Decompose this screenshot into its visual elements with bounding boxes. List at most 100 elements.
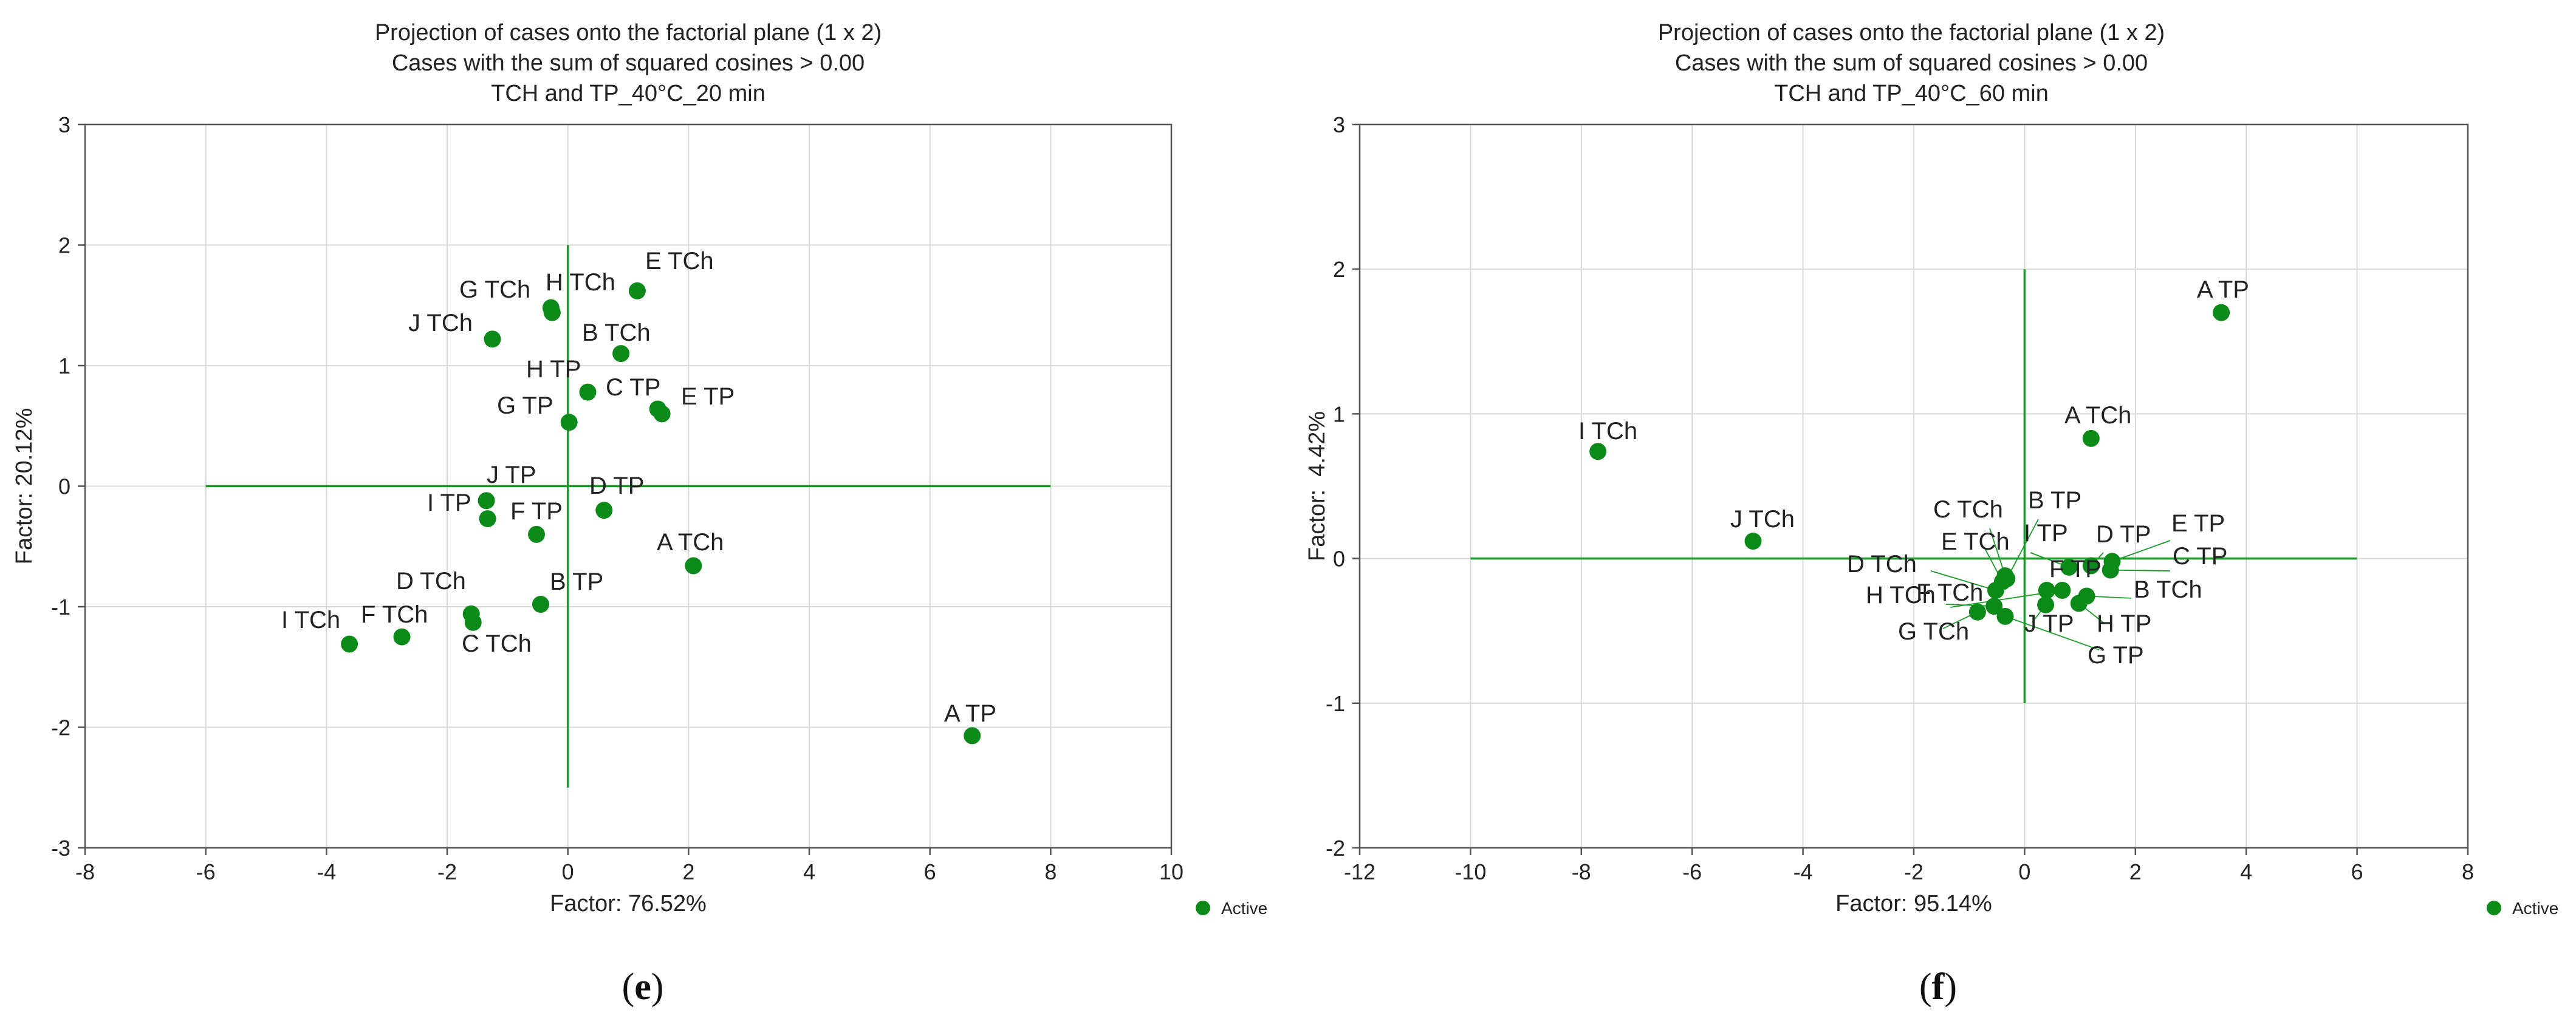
- data-point: [479, 510, 496, 528]
- chart-panel-e: Projection of cases onto the factorial p…: [12, 20, 1267, 1008]
- label-leader-line: [2005, 616, 2100, 650]
- point-label: B TCh: [2134, 576, 2202, 603]
- point-label: D TCh: [1847, 551, 1917, 578]
- panel-label: (e): [622, 966, 664, 1008]
- x-tick-label: 10: [1159, 859, 1184, 884]
- x-tick-label: 4: [2240, 859, 2252, 884]
- data-point: [2070, 595, 2088, 612]
- point-label: F TP: [2049, 556, 2102, 582]
- legend-label: Active: [1221, 899, 1267, 918]
- data-point: [543, 304, 561, 321]
- data-point: [393, 628, 411, 646]
- y-tick-label: 2: [1333, 257, 1345, 282]
- x-tick-label: -10: [1454, 859, 1486, 884]
- label-leader-line: [2006, 519, 2039, 579]
- x-tick-label: -4: [317, 859, 336, 884]
- point-label: G TCh: [1898, 618, 1969, 645]
- y-axis-label: Factor: 20.12%: [12, 408, 37, 565]
- point-label: H TP: [526, 356, 581, 383]
- x-tick-label: 4: [803, 859, 815, 884]
- point-label: G TCh: [459, 276, 530, 303]
- y-tick-label: -1: [1326, 691, 1345, 716]
- data-point: [579, 383, 597, 401]
- legend-label: Active: [2512, 899, 2558, 918]
- label-leader-line: [2112, 540, 2171, 562]
- chart-title-line-1: Projection of cases onto the factorial p…: [375, 20, 882, 46]
- data-point: [560, 414, 578, 431]
- point-label: I TP: [427, 490, 471, 516]
- x-axis-label: Factor: 95.14%: [1835, 891, 1992, 916]
- point-label: B TP: [550, 568, 603, 595]
- data-point: [2102, 561, 2119, 579]
- data-point: [2082, 557, 2100, 575]
- point-label: A TP: [944, 700, 996, 727]
- y-tick-label: -3: [51, 836, 70, 861]
- y-tick-label: 3: [58, 112, 70, 137]
- chart-title-line-3: TCH and TP_40°C_20 min: [491, 81, 766, 106]
- chart-title-line-3: TCH and TP_40°C_60 min: [1774, 81, 2049, 106]
- y-axis-label: Factor: 4.42%: [1304, 411, 1330, 561]
- x-tick-label: -6: [196, 859, 216, 884]
- y-tick-label: 0: [58, 474, 70, 499]
- y-tick-label: -2: [1326, 836, 1345, 861]
- point-label: A TCh: [657, 529, 724, 556]
- point-label: G TP: [2088, 642, 2144, 669]
- data-point: [685, 557, 702, 575]
- chart-title-line-2: Cases with the sum of squared cosines > …: [392, 50, 865, 76]
- y-tick-label: 1: [1333, 401, 1345, 426]
- y-tick-label: 3: [1333, 112, 1345, 137]
- x-tick-label: 6: [2351, 859, 2363, 884]
- data-point: [341, 635, 358, 653]
- data-point: [1987, 582, 2004, 599]
- x-tick-label: 8: [2462, 859, 2474, 884]
- data-point: [2213, 304, 2230, 321]
- data-point: [2082, 429, 2100, 447]
- data-point: [653, 405, 671, 423]
- x-tick-label: -2: [1904, 859, 1923, 884]
- point-label: E TCh: [645, 248, 714, 275]
- point-label: D TP: [2096, 521, 2151, 548]
- y-tick-label: 0: [1333, 547, 1345, 572]
- point-label: C TCh: [1933, 496, 2003, 523]
- x-tick-label: 0: [562, 859, 574, 884]
- data-point: [964, 727, 981, 745]
- point-label: J TP: [487, 462, 536, 488]
- point-label: D TCh: [396, 568, 466, 595]
- panel-label: (f): [1919, 966, 1957, 1008]
- x-tick-label: -8: [1572, 859, 1591, 884]
- data-point: [595, 502, 613, 519]
- point-label: I TP: [2024, 520, 2068, 547]
- label-leader-line: [2110, 569, 2171, 572]
- point-label: H TP: [2097, 610, 2151, 637]
- chart-title-line-2: Cases with the sum of squared cosines > …: [1675, 50, 2148, 76]
- data-point: [464, 613, 482, 631]
- point-label: E TP: [2171, 510, 2225, 537]
- y-tick-label: 1: [58, 353, 70, 378]
- chart-panel-f: Projection of cases onto the factorial p…: [1304, 20, 2558, 1008]
- data-point: [484, 330, 501, 348]
- point-label: A TCh: [2064, 402, 2131, 429]
- x-tick-label: -4: [1793, 859, 1813, 884]
- point-label: C TP: [2173, 543, 2227, 570]
- point-label: C TCh: [462, 630, 532, 657]
- data-point: [2038, 582, 2055, 599]
- data-point: [628, 282, 646, 299]
- data-point: [1589, 443, 1607, 460]
- x-tick-label: -12: [1344, 859, 1375, 884]
- x-tick-label: 2: [2129, 859, 2142, 884]
- x-tick-label: 2: [682, 859, 694, 884]
- point-label: H TCh: [546, 269, 615, 296]
- chart-title-line-1: Projection of cases onto the factorial p…: [1658, 20, 2165, 46]
- point-label: J TP: [2024, 610, 2074, 637]
- y-tick-label: -1: [51, 595, 70, 619]
- y-tick-label: 2: [58, 233, 70, 258]
- point-label: D TP: [589, 473, 644, 499]
- data-point: [1996, 607, 2014, 625]
- label-leader-line: [1930, 570, 1996, 591]
- point-label: B TP: [2028, 487, 2081, 514]
- point-label: G TP: [497, 392, 553, 419]
- x-tick-label: 6: [924, 859, 936, 884]
- data-point: [478, 492, 495, 510]
- data-point: [612, 345, 630, 363]
